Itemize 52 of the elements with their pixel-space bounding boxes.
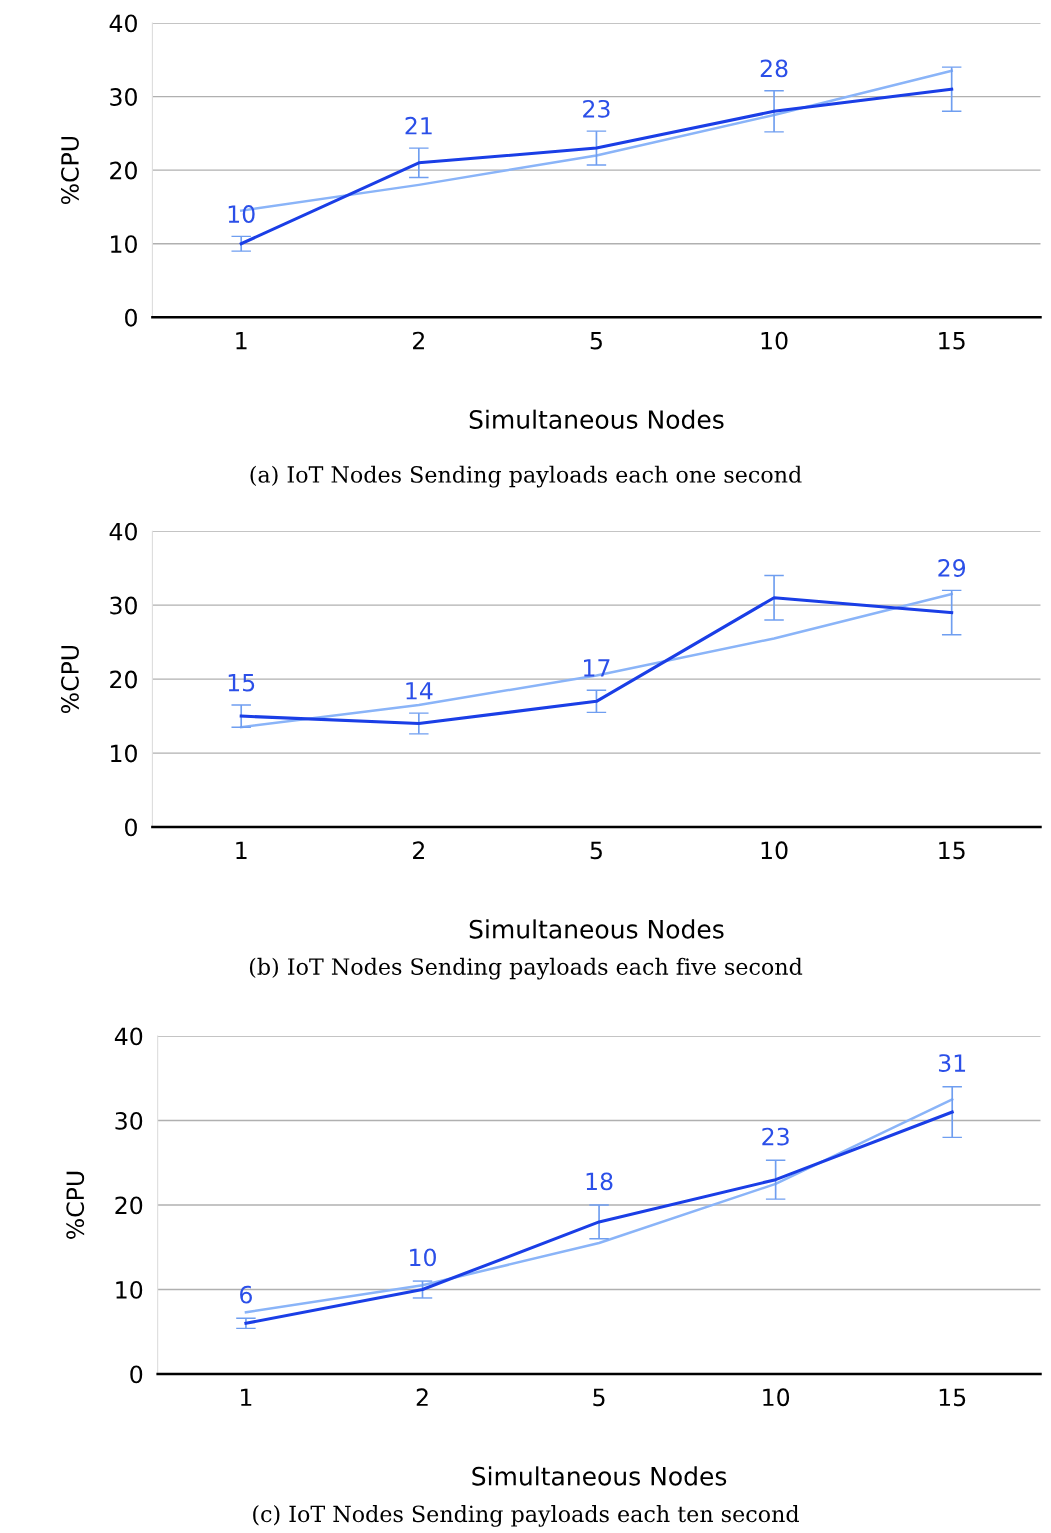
- y-tick-label: 0: [130, 1365, 143, 1384]
- y-tick-label: 10: [111, 744, 137, 763]
- data-label: 17: [584, 659, 610, 677]
- y-tick-label: 40: [109, 522, 137, 541]
- y-tick-label: 0: [125, 818, 137, 837]
- data-label: 23: [583, 99, 610, 118]
- x-tick-label: 10: [761, 331, 788, 350]
- x-tick-label: 2: [416, 1388, 428, 1406]
- y-tick-label: 10: [111, 235, 137, 254]
- x-tick-label: 5: [593, 1388, 605, 1407]
- data-label: 21: [405, 116, 432, 135]
- data-label: 14: [406, 682, 433, 700]
- x-tick-label: 15: [939, 1388, 966, 1407]
- y-tick-label: 20: [115, 1196, 143, 1215]
- y-axis-title: %CPU: [61, 136, 79, 205]
- y-axis-title: %CPU: [66, 1171, 85, 1239]
- x-tick-label: 1: [236, 841, 247, 859]
- y-tick-label: 30: [110, 596, 137, 615]
- data-label: 29: [938, 559, 966, 577]
- x-tick-label: 15: [939, 331, 965, 350]
- text: (c) IoT Nodes Sending payloads each ten second: [253, 1505, 799, 1527]
- x-tick-label: 2: [413, 331, 424, 350]
- y-tick-label: 20: [110, 670, 137, 689]
- y-tick-label: 0: [125, 308, 137, 327]
- x-tick-label: 5: [590, 331, 602, 350]
- y-tick-label: 30: [110, 88, 137, 106]
- y-tick-label: 40: [114, 1027, 143, 1046]
- text: (b) IoT Nodes Sending payloads each five second: [249, 957, 803, 980]
- x-tick-label: 10: [763, 1388, 790, 1407]
- x-tick-label: 2: [413, 841, 424, 859]
- y-tick-label: 20: [110, 161, 137, 180]
- data-label: 23: [762, 1127, 789, 1146]
- text: (a) IoT Nodes Sending payloads each one second: [250, 465, 802, 488]
- data-label: 6: [240, 1285, 252, 1304]
- x-tick-label: 1: [236, 331, 247, 350]
- x-tick-label: 1: [241, 1388, 252, 1406]
- x-tick-label: 10: [761, 841, 788, 860]
- data-label: 31: [938, 1054, 966, 1072]
- y-axis-title: %CPU: [61, 645, 79, 714]
- data-label: 28: [760, 59, 788, 78]
- x-tick-label: 15: [939, 841, 965, 860]
- x-axis-title: Simultaneous Nodes: [472, 1466, 727, 1486]
- data-label: 18: [586, 1172, 613, 1191]
- y-tick-label: 40: [109, 14, 137, 33]
- x-tick-label: 5: [590, 841, 602, 860]
- y-tick-label: 10: [116, 1280, 143, 1299]
- data-label: 10: [228, 205, 255, 223]
- data-label: 15: [228, 674, 255, 692]
- x-axis-title: Simultaneous Nodes: [469, 409, 724, 429]
- y-tick-label: 30: [115, 1111, 143, 1130]
- x-axis-title: Simultaneous Nodes: [469, 919, 724, 939]
- data-label: 10: [410, 1248, 436, 1267]
